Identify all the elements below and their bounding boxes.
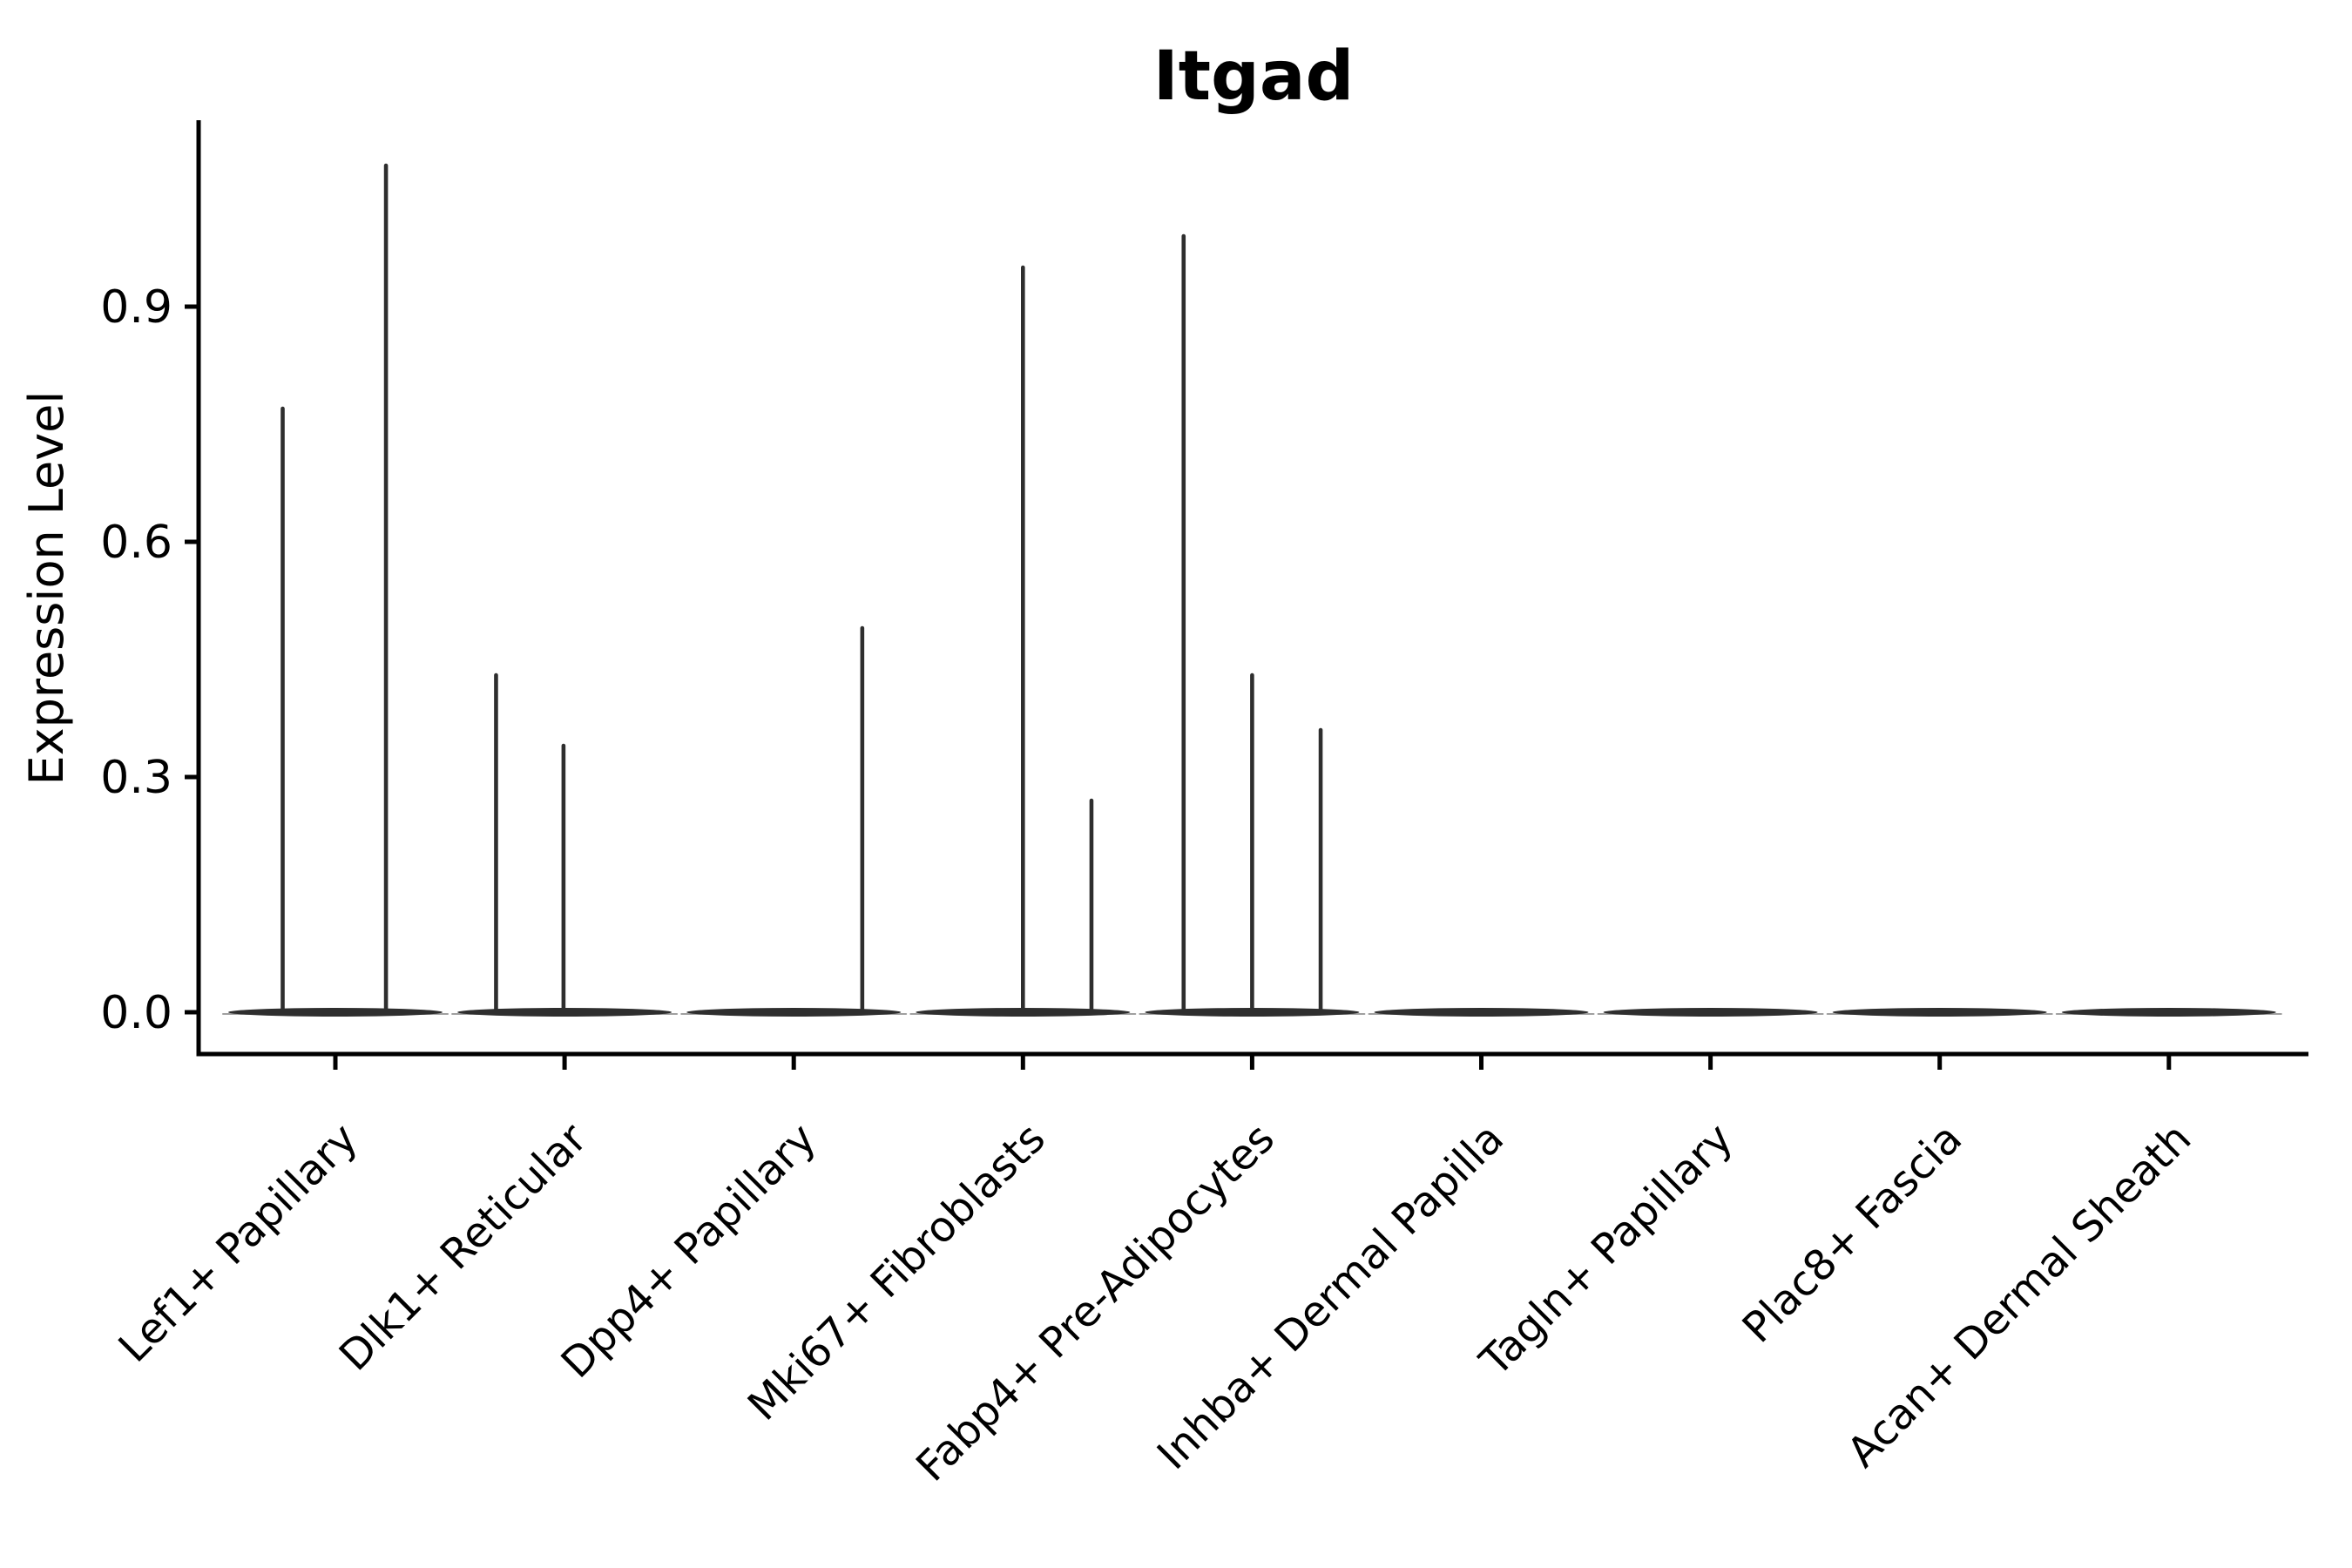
chart-title: Itgad: [1153, 37, 1355, 116]
x-category-label: Dpp4+ Papillary: [552, 1114, 826, 1388]
y-tick-label: 0.0: [100, 987, 172, 1039]
violin: [222, 163, 449, 1017]
y-tick-label: 0.9: [100, 281, 172, 334]
violin-layer: [222, 163, 2282, 1017]
y-axis-label: Expression Level: [19, 391, 74, 786]
x-category-label: Tagln+ Papillary: [1470, 1114, 1742, 1386]
y-tick-layer: 0.0 0.3 0.6 0.9: [100, 281, 199, 1039]
x-category-label: Lef1+ Papillary: [110, 1114, 368, 1372]
violin-base: [1374, 1008, 1589, 1017]
violin-base: [686, 1008, 902, 1017]
violin: [1368, 1008, 1595, 1017]
violin: [1597, 1008, 1824, 1017]
violin-base: [1603, 1008, 1818, 1017]
violin: [909, 265, 1137, 1017]
violin-base: [1832, 1008, 2047, 1017]
y-tick-label: 0.6: [100, 517, 172, 569]
violin: [1826, 1008, 2053, 1017]
violin: [680, 625, 908, 1017]
violin: [2055, 1008, 2282, 1017]
violin-base: [2061, 1008, 2276, 1017]
x-category-label: Plac8+ Fascia: [1734, 1114, 1972, 1353]
axes-layer: [196, 120, 2308, 1057]
violin-base: [228, 1008, 443, 1017]
x-category-label: Dlk1+ Reticular: [330, 1114, 597, 1381]
violin: [451, 672, 679, 1017]
violin: [1139, 233, 1366, 1017]
y-tick-label: 0.3: [100, 752, 172, 804]
